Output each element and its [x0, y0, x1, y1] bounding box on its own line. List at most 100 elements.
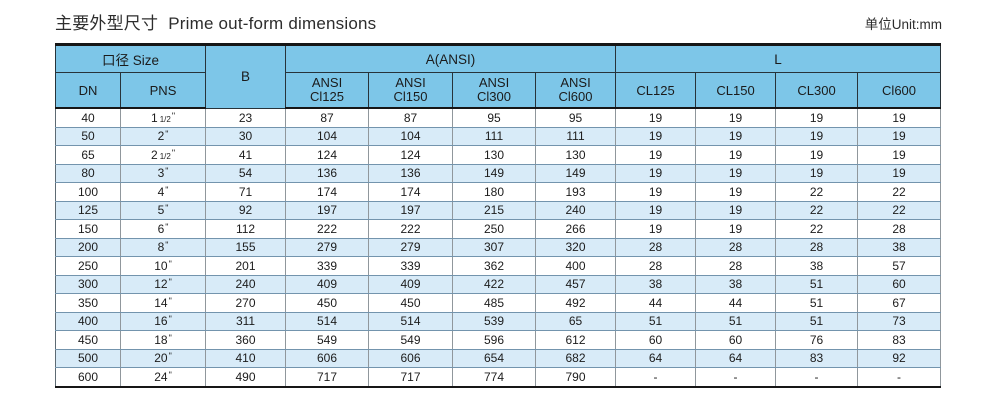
table-row: 65 2 1/2" 41 124 124 130 130 19 19 19 19	[55, 145, 942, 165]
header-pns: PNS	[119, 72, 207, 109]
cell-l-cl125: 38	[615, 275, 697, 294]
cell-ansi-cl125: 409	[285, 275, 370, 294]
cell-l-cl150: 19	[695, 108, 777, 128]
header-l-cl150: CL150	[695, 72, 777, 109]
cell-pns: 4"	[120, 182, 207, 202]
cell-ansi-cl600: 457	[535, 275, 617, 294]
inch-mark: "	[165, 184, 169, 195]
cell-pns: 2"	[120, 127, 207, 146]
cell-ansi-cl600: 790	[535, 367, 617, 387]
cell-l-cl600: 92	[857, 349, 942, 368]
cell-ansi-cl125: 104	[285, 127, 370, 146]
cell-ansi-cl150: 549	[368, 330, 454, 350]
cell-l-cl150: 38	[695, 275, 777, 294]
table-row: 500 20" 410 606 606 654 682 64 64 83 92	[55, 349, 942, 368]
cell-l-cl125: 19	[615, 219, 697, 239]
header-b-column: B	[205, 44, 287, 109]
cell-l-cl150: 19	[695, 219, 777, 239]
cell-l-cl150: -	[695, 367, 777, 387]
table-row: 350 14" 270 450 450 485 492 44 44 51 67	[55, 293, 942, 313]
inch-mark: "	[165, 221, 169, 232]
cell-ansi-cl600: 266	[535, 219, 617, 239]
cell-ansi-cl600: 111	[535, 127, 617, 146]
cell-ansi-cl300: 422	[452, 275, 537, 294]
table-row: 40 1 1/2" 23 87 87 95 95 19 19 19 19	[55, 108, 942, 128]
header-dn: DN	[55, 72, 121, 109]
header-ansi-prefix: ANSI	[560, 75, 591, 90]
cell-l-cl125: 28	[615, 238, 697, 257]
cell-ansi-cl150: 450	[368, 293, 454, 313]
inch-mark: "	[171, 147, 176, 158]
cell-l-cl600: 57	[857, 256, 942, 276]
cell-b: 71	[205, 182, 287, 202]
page-title-english: Prime out-form dimensions	[168, 14, 377, 33]
cell-l-cl600: 83	[857, 330, 942, 350]
header-ansi-prefix: ANSI	[478, 75, 510, 90]
cell-l-cl300: 22	[775, 201, 859, 220]
cell-dn: 65	[55, 145, 121, 165]
pns-number: 4	[157, 184, 165, 199]
cell-l-cl150: 19	[695, 127, 777, 146]
cell-pns: 24"	[120, 367, 207, 387]
cell-dn: 500	[55, 349, 121, 368]
cell-b: 23	[205, 108, 287, 128]
cell-dn: 40	[55, 108, 121, 128]
header-ansi-cl600: ANSI Cl600	[535, 72, 617, 109]
cell-pns: 3"	[120, 164, 207, 183]
cell-l-cl300: -	[775, 367, 859, 387]
header-group-row: 口径 Size B A(ANSI) L	[54, 44, 942, 109]
inch-mark: "	[168, 314, 172, 325]
unit-label: 单位Unit:mm	[864, 17, 942, 32]
cell-l-cl300: 76	[775, 330, 859, 350]
cell-ansi-cl300: 250	[452, 219, 537, 239]
cell-b: 201	[205, 256, 287, 276]
cell-b: 311	[205, 312, 287, 331]
cell-ansi-cl125: 549	[285, 330, 370, 350]
inch-mark: "	[168, 351, 172, 362]
cell-b: 54	[205, 164, 287, 183]
cell-ansi-cl150: 717	[368, 367, 454, 387]
cell-ansi-cl300: 130	[452, 145, 537, 165]
cell-pns: 12"	[120, 275, 207, 294]
cell-ansi-cl300: 774	[452, 367, 537, 387]
cell-l-cl300: 19	[775, 145, 859, 165]
cell-pns: 1 1/2"	[120, 108, 207, 128]
cell-ansi-cl150: 197	[368, 201, 454, 220]
cell-ansi-cl300: 362	[452, 256, 537, 276]
cell-l-cl300: 51	[775, 312, 859, 331]
cell-l-cl600: 67	[857, 293, 942, 313]
inch-mark: "	[165, 166, 169, 177]
cell-dn: 250	[55, 256, 121, 276]
cell-ansi-cl300: 111	[452, 127, 537, 146]
cell-l-cl125: 28	[615, 256, 697, 276]
header-ansi-class: Cl300	[477, 89, 511, 104]
inch-mark: "	[165, 129, 169, 140]
cell-dn: 350	[55, 293, 121, 313]
cell-pns: 5"	[120, 201, 207, 220]
inch-mark: "	[168, 369, 172, 380]
cell-pns: 18"	[120, 330, 207, 350]
cell-ansi-cl300: 654	[452, 349, 537, 368]
cell-l-cl125: 19	[615, 127, 697, 146]
cell-l-cl600: 19	[857, 127, 942, 146]
header-ansi-cl300: ANSI Cl300	[452, 72, 537, 109]
cell-ansi-cl125: 717	[285, 367, 370, 387]
cell-b: 490	[205, 367, 287, 387]
cell-ansi-cl150: 104	[368, 127, 454, 146]
pns-number: 10	[154, 258, 168, 273]
cell-ansi-cl600: 492	[535, 293, 617, 313]
table-row: 600 24" 490 717 717 774 790- - - -	[55, 367, 942, 387]
cell-ansi-cl600: 149	[535, 164, 617, 183]
pns-number: 5	[157, 203, 165, 218]
cell-l-cl150: 51	[695, 312, 777, 331]
cell-ansi-cl300: 149	[452, 164, 537, 183]
cell-ansi-cl600: 320	[535, 238, 617, 257]
cell-dn: 50	[55, 127, 121, 146]
cell-ansi-cl600: 682	[535, 349, 617, 368]
cell-b: 112	[205, 219, 287, 239]
cell-b: 30	[205, 127, 287, 146]
page-header: 主要外型尺寸 Prime out-form dimensions 单位Unit:m…	[0, 0, 1000, 34]
cell-ansi-cl125: 136	[285, 164, 370, 183]
table-row: 50 2" 30 104 104 111 111 19 19 19 19	[55, 127, 942, 146]
